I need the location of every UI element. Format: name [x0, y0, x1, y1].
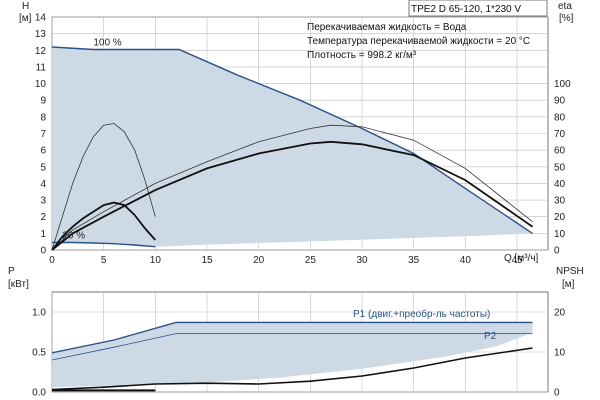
- info-line-2: Температура перекачиваемой жидкости = 20…: [307, 36, 530, 47]
- y2-tick-label: 0: [554, 246, 560, 257]
- bottom-y-ticks: 0.0 0.5 1.0: [32, 308, 46, 399]
- npsh-tick-label: 20: [554, 308, 566, 319]
- p2-curve: [51, 333, 533, 361]
- efficiency-curve-thin: [51, 124, 533, 251]
- x-tick-label: 15: [201, 255, 213, 266]
- power-tick-label: 1.0: [32, 308, 46, 319]
- y2-tick-label: 60: [554, 146, 566, 157]
- x-tick-label: 5: [101, 255, 107, 266]
- power-tick-label: 0.5: [32, 348, 46, 359]
- y2-tick-label: 90: [554, 96, 566, 107]
- power-axis-label-name: P: [8, 266, 15, 277]
- y-tick-label: 0: [40, 246, 46, 257]
- bottom-curves: [51, 321, 533, 392]
- chart-title: TPE2 D 65-120, 1*230 V: [411, 4, 521, 15]
- head-efficiency-panel: 0 5 10 15 20 25 30 35 40 45 01234567891011121314 …: [19, 0, 574, 266]
- y2-tick-label: 20: [554, 212, 566, 223]
- p1-series-label: P1 (двиг.+преобр-ль частоты): [353, 308, 490, 320]
- y-tick-label: 2: [40, 212, 46, 223]
- y2-axis-label-unit: [%]: [559, 13, 574, 24]
- x-tick-label: 35: [408, 255, 420, 266]
- y2-tick-label: 100: [554, 79, 571, 90]
- y2-tick-label: 30: [554, 196, 566, 207]
- x-tick-label: 25: [305, 255, 317, 266]
- npsh-tick-label: 0: [554, 388, 560, 399]
- info-line-3: Плотность = 998.2 кг/м³: [307, 50, 417, 61]
- y2-axis-label-name: eta: [558, 1, 572, 12]
- y-tick-label: 14: [35, 13, 47, 24]
- speed-20-label: 20 %: [62, 230, 85, 241]
- y-tick-label: 11: [36, 62, 47, 73]
- x-tick-label: 30: [356, 255, 368, 266]
- power-range-fill: [52, 322, 533, 388]
- top-y2-ticks: 0 10 20 30 40 50 60 70 80 90 100: [554, 79, 571, 256]
- x-axis-label: Q [м³/ч]: [504, 253, 539, 264]
- efficiency-curve-thin: [51, 123, 156, 251]
- y2-tick-label: 80: [554, 112, 566, 123]
- top-x-ticks: 0 5 10 15 20 25 30 35 40 45: [49, 255, 523, 266]
- speed-100-label: 100 %: [93, 37, 121, 48]
- efficiency-curve-thick: [51, 201, 156, 251]
- p1-curve: [51, 321, 533, 354]
- y-tick-label: 6: [40, 146, 46, 157]
- y-axis-label-unit: [м]: [19, 13, 32, 24]
- head-curve: [51, 46, 533, 234]
- npsh-curve: [51, 347, 533, 391]
- npsh-axis-label-unit: [м]: [562, 279, 575, 290]
- power-axis-label-unit: [кВт]: [8, 279, 29, 290]
- top-curves: [51, 46, 534, 251]
- y-tick-label: 4: [40, 179, 46, 190]
- npsh-axis-label-name: NPSH: [556, 266, 584, 277]
- x-tick-label: 45: [511, 255, 523, 266]
- y2-tick-label: 50: [554, 162, 566, 173]
- y-tick-label: 13: [35, 29, 47, 40]
- head-curve: [52, 241, 156, 248]
- y-tick-label: 10: [35, 79, 47, 90]
- power-range-area: [52, 322, 533, 388]
- y-tick-label: 1: [40, 229, 46, 240]
- x-tick-label: 40: [460, 255, 472, 266]
- p2-series-label: P2: [484, 331, 497, 342]
- y2-tick-label: 10: [554, 229, 566, 240]
- y-tick-label: 7: [40, 129, 46, 140]
- power-npsh-panel: 0.0 0.5 1.0 0 10 20 P [кВт] NPSH [м] P1 (дви…: [8, 266, 584, 399]
- x-tick-label: 0: [49, 255, 55, 266]
- npsh-tick-label: 10: [554, 348, 566, 359]
- bottom-y2-ticks: 0 10 20: [554, 308, 566, 399]
- x-tick-label: 10: [150, 255, 162, 266]
- y-tick-label: 3: [40, 196, 46, 207]
- y-tick-label: 9: [40, 96, 46, 107]
- power-tick-label: 0.0: [32, 388, 46, 399]
- x-tick-label: 20: [253, 255, 265, 266]
- y2-tick-label: 70: [554, 129, 566, 140]
- info-line-1: Перекачиваемая жидкость = Вода: [307, 22, 467, 33]
- y-axis-label-name: H: [22, 1, 29, 12]
- efficiency-curve-thick: [51, 140, 534, 251]
- y-tick-label: 5: [40, 162, 46, 173]
- y2-tick-label: 40: [554, 179, 566, 190]
- title-box: [408, 0, 548, 17]
- y-tick-label: 12: [35, 46, 47, 57]
- y-tick-label: 8: [40, 112, 46, 123]
